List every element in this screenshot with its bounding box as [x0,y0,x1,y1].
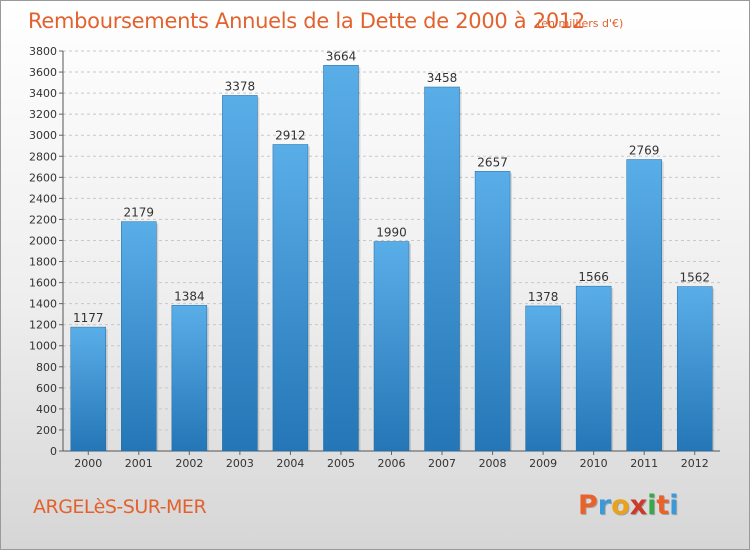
bar-2004 [272,144,309,452]
y-tick-label: 2600 [29,171,57,184]
data-labels: 1177 2179 1384 3378 2912 3664 1990 3458 2657 1378… [73,49,710,325]
bar-2000 [70,326,107,452]
chart-title: Remboursements Annuels de la Dette de 20… [28,9,585,33]
x-tick-label: 2007 [428,457,456,470]
y-tick-label: 200 [36,424,57,437]
y-tick-label: 1400 [29,298,57,311]
y-tick-label: 1800 [29,256,57,269]
y-tick-label: 3000 [29,129,57,142]
y-tick-label: 2200 [29,213,57,226]
y-tick-label: 1000 [29,340,57,353]
data-label: 2769 [629,144,660,158]
x-tick-labels: 2000 2001 2002 2003 2004 2005 2006 2007 2008 2009… [74,457,708,470]
logo-letter: i [669,490,679,521]
y-tick-label: 1200 [29,319,57,332]
data-label: 1562 [679,271,710,285]
bar-2006 [373,241,410,452]
logo-letter: o [611,490,630,521]
bar-2010 [575,285,612,452]
logo-letter: t [656,490,670,521]
y-tick-label: 2800 [29,150,57,163]
bars [70,65,715,452]
x-tick-label: 2012 [681,457,709,470]
logo-letter: x [629,490,648,521]
x-tick-label: 2011 [630,457,658,470]
y-tick-label: 0 [50,445,57,458]
city-name: ARGELèS-SUR-MER [33,496,207,518]
y-tick-label: 800 [36,361,57,374]
y-tick-label: 3800 [29,45,57,58]
chart-unit-label: (en milliers d'€) [537,17,624,30]
x-tick-label: 2008 [479,457,507,470]
data-label: 3458 [427,71,458,85]
y-tick-label: 1600 [29,277,57,290]
bar-2001 [121,221,157,452]
y-tick-label: 600 [36,382,57,395]
data-label: 2657 [477,155,508,169]
y-tick-label: 3600 [29,66,57,79]
logo-letter: i [647,490,657,521]
data-label: 1384 [174,289,205,303]
bar-2009 [525,305,561,452]
data-label: 1177 [73,311,104,325]
bar-2007 [424,86,460,452]
x-tick-label: 2000 [74,457,102,470]
x-tick-label: 2006 [378,457,406,470]
bar-2012 [676,286,713,452]
y-tick-labels: 0 200 400 600 800 1000 1200 1400 1600 1800 2000 220… [29,45,57,458]
y-tick-label: 400 [36,403,57,416]
proxiti-logo: Proxiti [578,490,679,521]
data-label: 3378 [225,79,256,93]
x-tick-label: 2001 [125,457,153,470]
x-tick-label: 2002 [175,457,203,470]
x-tick-label: 2010 [580,457,608,470]
bar-2005 [323,65,359,452]
y-tick-label: 2000 [29,234,57,247]
x-tick-label: 2004 [276,457,304,470]
bar-2008 [474,171,511,452]
logo-letter: r [597,490,612,521]
bar-2011 [626,159,662,452]
y-tick-label: 3400 [29,87,57,100]
bar-2002 [171,305,208,452]
y-tick-label: 3200 [29,108,57,121]
data-label: 3664 [326,49,357,63]
data-label: 1378 [528,290,559,304]
logo-letter: P [578,490,598,521]
bar-2003 [222,95,258,452]
data-label: 1566 [578,270,609,284]
x-tick-label: 2005 [327,457,355,470]
y-tick-label: 2400 [29,192,57,205]
data-label: 2912 [275,128,306,142]
x-tick-label: 2003 [226,457,254,470]
data-label: 1990 [376,226,407,240]
x-tick-label: 2009 [529,457,557,470]
data-label: 2179 [124,206,155,220]
